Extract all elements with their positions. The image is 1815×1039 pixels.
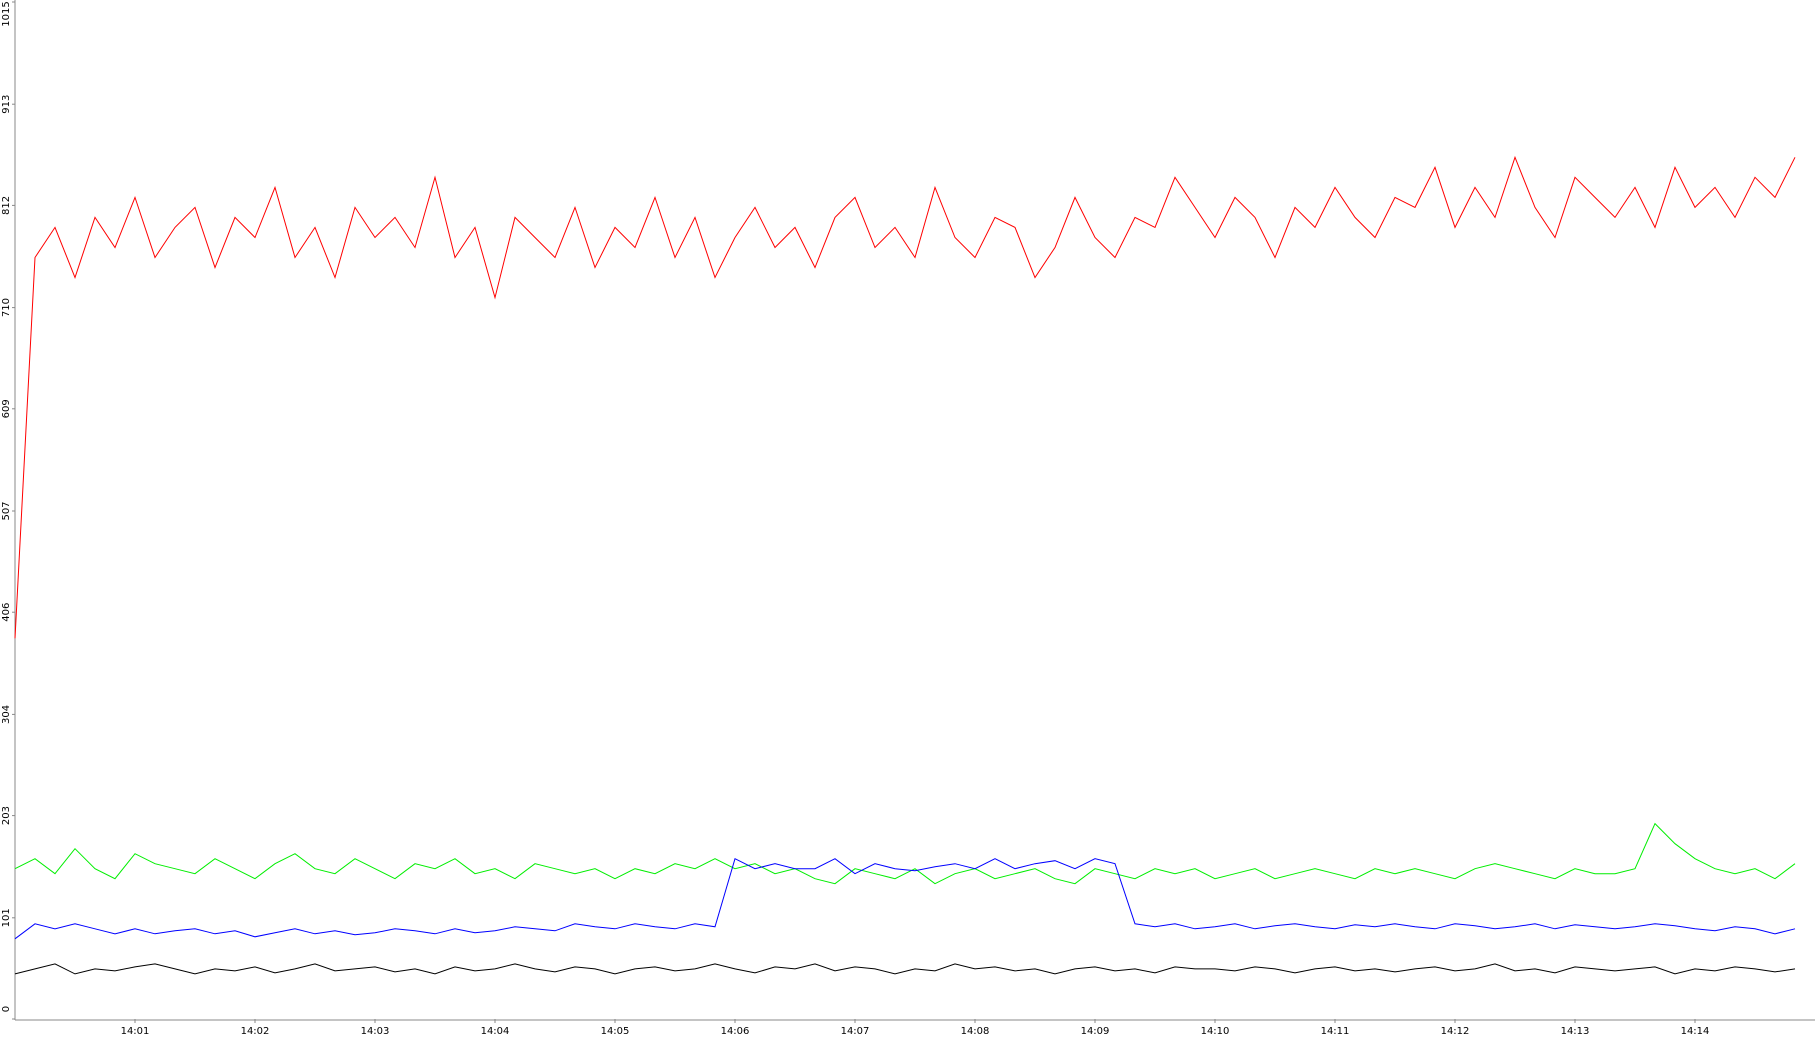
x-tick-label: 14:09 xyxy=(1081,1026,1110,1037)
y-tick-label: 507 xyxy=(1,501,12,520)
y-tick-label: 304 xyxy=(1,705,12,724)
y-tick-label: 203 xyxy=(1,806,12,825)
series-line xyxy=(15,157,1795,638)
chart: 0 101 203 304 406 507 609 710 812 913 1015 14:01 14:… xyxy=(0,0,1815,1039)
x-tick-label: 14:05 xyxy=(601,1026,630,1037)
series-line xyxy=(15,859,1795,939)
x-tick-label: 14:14 xyxy=(1681,1026,1710,1037)
series-line xyxy=(15,824,1795,884)
y-tick-label: 609 xyxy=(1,399,12,418)
y-tick-label: 101 xyxy=(1,908,12,927)
x-tick-label: 14:07 xyxy=(841,1026,870,1037)
x-tick-label: 14:06 xyxy=(721,1026,750,1037)
y-tick-label: 1015 xyxy=(1,1,12,26)
x-tick-label: 14:02 xyxy=(241,1026,270,1037)
y-tick-label: 0 xyxy=(1,1006,12,1012)
x-tick-label: 14:11 xyxy=(1321,1026,1350,1037)
x-tick-label: 14:01 xyxy=(121,1026,150,1037)
x-tick-label: 14:08 xyxy=(961,1026,990,1037)
x-tick-label: 14:03 xyxy=(361,1026,390,1037)
x-tick-label: 14:12 xyxy=(1441,1026,1470,1037)
y-tick-label: 913 xyxy=(1,95,12,114)
y-tick-label: 710 xyxy=(1,298,12,317)
series-line xyxy=(15,964,1795,974)
x-tick-label: 14:04 xyxy=(481,1026,510,1037)
y-tick-label: 812 xyxy=(1,196,12,215)
y-tick-label: 406 xyxy=(1,603,12,622)
x-tick-label: 14:13 xyxy=(1561,1026,1590,1037)
x-tick-label: 14:10 xyxy=(1201,1026,1230,1037)
